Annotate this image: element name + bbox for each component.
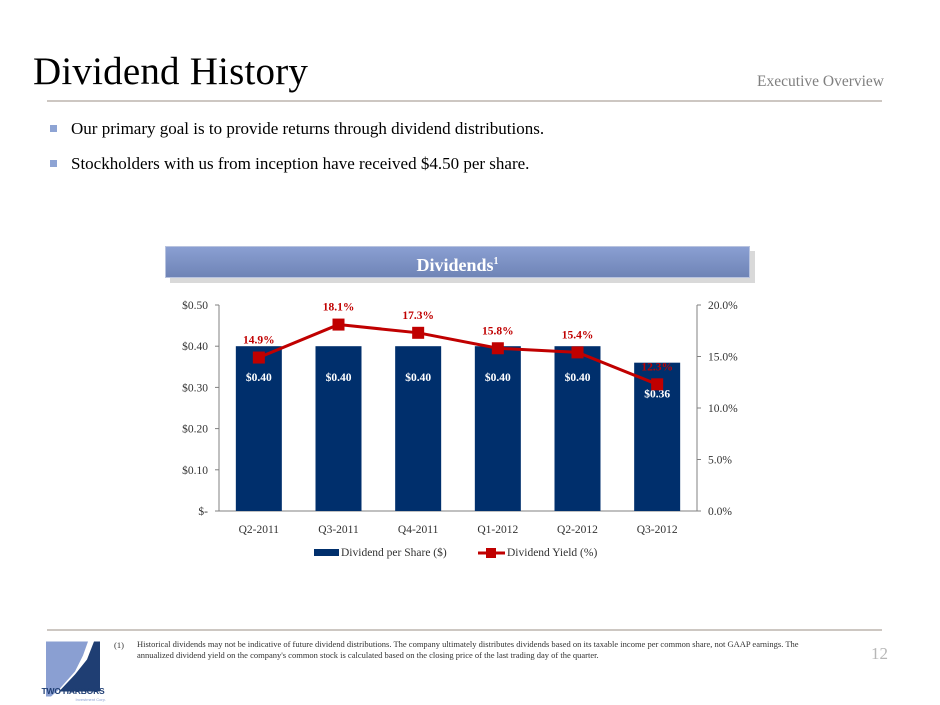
right-axis: 0.0% 5.0% 10.0% 15.0% 20.0% <box>696 300 738 518</box>
bar-series: $0.40 $0.40 $0.40 $0.40 $0.40 $0.36 <box>235 346 681 511</box>
legend-line-marker <box>486 548 496 558</box>
bar-value-label: $0.40 <box>485 371 511 384</box>
yield-marker <box>491 342 504 355</box>
bar <box>315 346 362 511</box>
bar-value-label: $0.36 <box>644 388 670 401</box>
legend-bar-label: Dividend per Share ($) <box>341 546 447 559</box>
yield-value-label: 17.3% <box>402 310 434 322</box>
x-axis-tick-label: Q2-2012 <box>557 524 598 536</box>
left-axis-tick-label: $- <box>198 505 208 518</box>
company-logo-icon <box>46 641 100 697</box>
bullet-square-icon <box>50 125 57 132</box>
header-divider <box>47 100 882 102</box>
page-number: 12 <box>871 644 888 663</box>
bar <box>554 346 601 511</box>
line-series: 14.9% 18.1% 17.3% 15.8% 15.4% 12.3% <box>243 302 673 391</box>
yield-marker <box>252 351 265 364</box>
legend-bar-swatch <box>314 549 339 556</box>
left-axis-tick-label: $0.30 <box>182 381 208 394</box>
footnote-text: Historical dividends may not be indicati… <box>137 639 799 660</box>
bar-value-label: $0.40 <box>326 371 352 384</box>
yield-marker <box>412 326 425 339</box>
chart-banner: Dividends1 <box>165 246 750 278</box>
page-title: Dividend History <box>33 50 309 93</box>
x-axis-tick-label: Q1-2012 <box>477 524 518 536</box>
bar-value-label: $0.40 <box>246 371 272 384</box>
right-axis-tick-label: 10.0% <box>708 403 738 415</box>
x-axis-tick-label: Q2-2011 <box>239 524 280 536</box>
bullet-square-icon <box>50 160 57 167</box>
left-axis-tick-label: $0.40 <box>182 340 208 353</box>
banner-title: Dividends <box>416 255 494 275</box>
yield-value-label: 12.3% <box>641 361 673 373</box>
bar <box>474 346 521 511</box>
x-axis-tick-label: Q3-2011 <box>318 524 359 536</box>
yield-value-label: 18.1% <box>323 302 355 314</box>
bar <box>235 346 282 511</box>
x-axis-tick-label: Q4-2011 <box>398 524 439 536</box>
bar-value-label: $0.40 <box>405 371 431 384</box>
banner-footnote-ref: 1 <box>493 256 499 267</box>
yield-marker <box>571 346 584 359</box>
bar <box>395 346 442 511</box>
left-axis-tick-label: $0.10 <box>182 464 208 477</box>
left-axis-tick-label: $0.20 <box>182 423 208 436</box>
yield-marker <box>651 378 664 391</box>
footer-divider <box>47 629 882 631</box>
right-axis-tick-label: 0.0% <box>708 506 732 518</box>
yield-value-label: 15.4% <box>562 329 594 341</box>
legend: Dividend per Share ($) Dividend Yield (%) <box>314 546 597 559</box>
yield-value-label: 15.8% <box>482 325 514 337</box>
logo-subtitle: Investment Corp. <box>75 697 106 702</box>
left-axis: $- $0.10 $0.20 $0.30 $0.40 $0.50 <box>182 299 697 518</box>
yield-line <box>258 323 658 386</box>
footnote-number: (1) <box>114 640 124 650</box>
right-axis-tick-label: 15.0% <box>708 352 738 364</box>
right-axis-tick-label: 5.0% <box>708 455 732 467</box>
section-label: Executive Overview <box>757 73 884 90</box>
x-axis-labels: Q2-2011 Q3-2011 Q4-2011 Q1-2012 Q2-2012 Q3-20… <box>239 524 678 536</box>
bar-value-label: $0.40 <box>565 371 591 384</box>
legend-line-label: Dividend Yield (%) <box>507 547 597 559</box>
right-axis-tick-label: 20.0% <box>708 300 738 312</box>
left-axis-tick-label: $0.50 <box>182 299 208 312</box>
logo-name: TWO HARBORS <box>41 686 105 696</box>
yield-marker <box>332 318 345 331</box>
yield-value-label: 14.9% <box>243 335 275 347</box>
x-axis-tick-label: Q3-2012 <box>637 524 678 536</box>
